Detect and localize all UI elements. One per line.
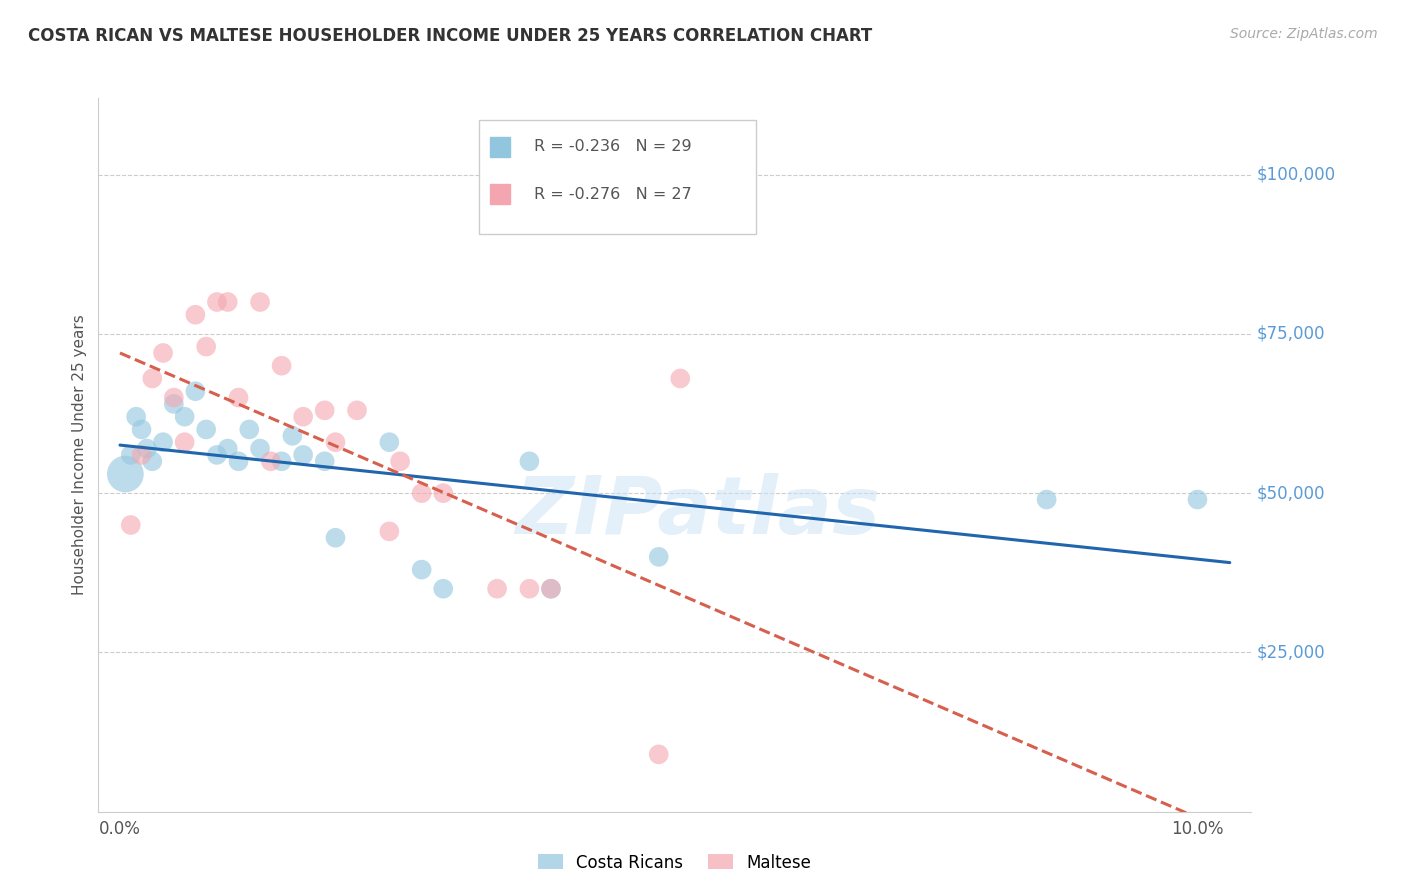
Point [228, 391, 250, 405]
Point [120, 448, 142, 462]
Point [325, 435, 347, 450]
Point [669, 371, 692, 385]
Point [325, 531, 347, 545]
Point [131, 448, 153, 462]
Point [205, 295, 228, 310]
Point [152, 435, 174, 450]
Point [135, 442, 157, 456]
Point [184, 384, 207, 399]
Text: ZIPatlas: ZIPatlas [516, 473, 880, 551]
Point [270, 359, 292, 373]
Point [249, 442, 271, 456]
Point [519, 454, 541, 468]
Point [292, 409, 315, 424]
Point [432, 486, 454, 500]
Point [195, 340, 218, 354]
Text: R = -0.276   N = 27: R = -0.276 N = 27 [534, 187, 692, 202]
Point [378, 524, 401, 539]
Point [486, 582, 509, 596]
Text: Source: ZipAtlas.com: Source: ZipAtlas.com [1230, 27, 1378, 41]
Point [184, 308, 207, 322]
Point [540, 582, 562, 596]
Point [378, 435, 401, 450]
Point [281, 429, 304, 443]
Point [195, 422, 218, 436]
Point [205, 448, 228, 462]
Text: $100,000: $100,000 [1257, 166, 1336, 184]
Point [648, 549, 671, 564]
Text: COSTA RICAN VS MALTESE HOUSEHOLDER INCOME UNDER 25 YEARS CORRELATION CHART: COSTA RICAN VS MALTESE HOUSEHOLDER INCOM… [28, 27, 872, 45]
Point [114, 467, 136, 481]
Point [152, 346, 174, 360]
Point [519, 582, 541, 596]
Point [125, 409, 148, 424]
Point [1187, 492, 1209, 507]
Point [292, 448, 315, 462]
Point [141, 454, 163, 468]
Text: R = -0.236   N = 29: R = -0.236 N = 29 [534, 139, 692, 154]
Point [432, 582, 454, 596]
Point [648, 747, 671, 762]
Text: $75,000: $75,000 [1257, 325, 1326, 343]
Point [270, 454, 292, 468]
Point [411, 486, 433, 500]
Point [260, 454, 283, 468]
Point [314, 454, 336, 468]
Point [228, 454, 250, 468]
Point [389, 454, 412, 468]
Point [346, 403, 368, 417]
Legend: Costa Ricans, Maltese: Costa Ricans, Maltese [531, 847, 818, 879]
Point [1035, 492, 1057, 507]
FancyBboxPatch shape [479, 120, 755, 234]
Point [173, 409, 195, 424]
Point [249, 295, 271, 310]
Point [163, 391, 186, 405]
Y-axis label: Householder Income Under 25 years: Householder Income Under 25 years [72, 315, 87, 595]
Point [173, 435, 195, 450]
Point [314, 403, 336, 417]
Point [217, 442, 239, 456]
Point [131, 422, 153, 436]
Point [217, 295, 239, 310]
Point [540, 582, 562, 596]
Text: $50,000: $50,000 [1257, 484, 1326, 502]
Point [411, 563, 433, 577]
Point [163, 397, 186, 411]
Point [120, 518, 142, 533]
Text: $25,000: $25,000 [1257, 643, 1326, 662]
Point [141, 371, 163, 385]
Point [238, 422, 260, 436]
